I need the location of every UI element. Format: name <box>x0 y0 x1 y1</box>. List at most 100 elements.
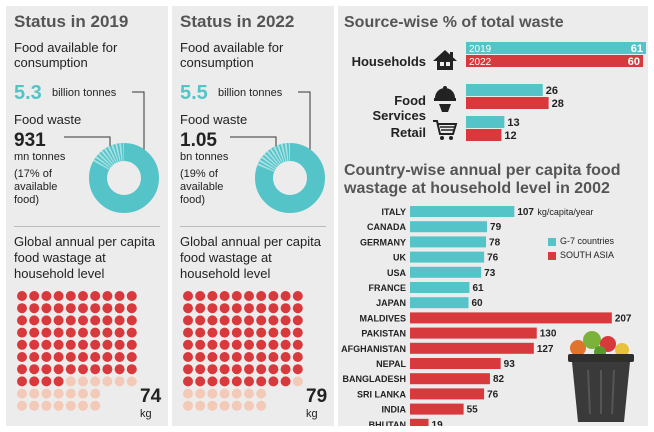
per-capita-dot <box>231 303 242 314</box>
country-bar <box>410 206 515 217</box>
food-waste-value: 1.05 <box>180 130 217 151</box>
per-capita-dot <box>219 327 230 338</box>
per-capita-dot <box>78 291 88 301</box>
per-capita-dot <box>126 339 137 350</box>
country-label: PAKISTAN <box>361 329 406 339</box>
country-bar <box>410 418 429 426</box>
legend-swatch <box>548 251 556 260</box>
per-capita-dot <box>90 315 101 326</box>
per-capita-dot <box>183 303 193 314</box>
per-capita-dot <box>90 327 101 338</box>
per-capita-dot <box>256 388 267 399</box>
country-value: 207 <box>615 313 632 324</box>
country-bar <box>410 312 612 324</box>
per-capita-dot <box>207 315 218 326</box>
per-capita-dot <box>244 376 254 387</box>
country-label: UK <box>393 253 406 263</box>
country-value: 107 <box>517 207 534 218</box>
per-capita-dot <box>195 364 206 375</box>
country-value: 130 <box>540 329 557 340</box>
per-capita-dot <box>268 352 279 362</box>
per-capita-dot <box>102 291 113 301</box>
country-chart-title: Country-wise annual per capita food wast… <box>344 162 621 197</box>
per-capita-dot <box>65 327 76 338</box>
per-capita-dot <box>183 291 193 301</box>
country-label: JAPAN <box>376 298 406 308</box>
per-capita-dot <box>231 327 242 338</box>
country-label: BHUTAN <box>369 420 406 426</box>
per-capita-dot <box>102 303 113 314</box>
per-capita-dot <box>292 303 303 314</box>
food-available-value: 5.3 <box>14 82 42 104</box>
source-bar-2022 <box>466 55 644 67</box>
per-capita-dot <box>195 352 206 362</box>
per-capita-dot <box>41 376 52 387</box>
source-bar-value: 28 <box>552 98 564 110</box>
status-2019-panel: Status in 2019 Food available for consum… <box>6 6 168 426</box>
per-capita-dot <box>280 315 291 326</box>
per-capita-dot <box>65 376 76 387</box>
per-capita-dot <box>41 339 52 350</box>
source-bar-value: 60 <box>628 56 640 68</box>
per-capita-dot <box>29 388 40 399</box>
per-capita-dot <box>90 291 101 301</box>
source-series-label: 2019 <box>469 44 492 55</box>
per-capita-dot <box>292 352 303 362</box>
food-available-value: 5.5 <box>180 82 208 104</box>
per-capita-dot <box>29 291 40 301</box>
per-capita-dot <box>268 315 279 326</box>
per-capita-dot <box>53 400 64 411</box>
per-capita-dot <box>280 303 291 314</box>
per-capita-dot <box>219 303 230 314</box>
per-capita-dot <box>78 364 88 375</box>
per-capita-dot <box>268 339 279 350</box>
per-capita-dot <box>207 364 218 375</box>
status-2022-panel: Status in 2022 Food available for consum… <box>172 6 334 426</box>
source-bar-2019 <box>466 42 646 54</box>
per-capita-dot <box>53 364 64 375</box>
per-capita-dot <box>207 303 218 314</box>
per-capita-dot <box>126 376 137 387</box>
per-capita-dot <box>195 303 206 314</box>
per-capita-dot <box>183 352 193 362</box>
per-capita-dot <box>29 376 40 387</box>
per-capita-dot <box>53 339 64 350</box>
per-capita-dot <box>65 339 76 350</box>
per-capita-dot <box>244 364 254 375</box>
source-bar-2019 <box>466 84 543 96</box>
per-capita-dot <box>17 315 27 326</box>
food-waste-unit: mn tonnes <box>14 151 66 163</box>
per-capita-dot <box>53 291 64 301</box>
per-capita-dot <box>219 364 230 375</box>
per-capita-dot <box>256 376 267 387</box>
food-service-icon <box>434 86 456 112</box>
per-capita-dot <box>256 315 267 326</box>
per-capita-dot <box>41 352 52 362</box>
per-capita-dot <box>126 291 137 301</box>
trash-bin-icon <box>568 331 634 422</box>
country-label: CANADA <box>367 222 406 232</box>
per-capita-dot <box>17 352 27 362</box>
per-capita-dot <box>292 364 303 375</box>
per-capita-dot <box>78 315 88 326</box>
per-capita-dot <box>29 352 40 362</box>
country-value: 78 <box>489 237 501 248</box>
per-capita-dot <box>280 339 291 350</box>
per-capita-dot <box>280 291 291 301</box>
per-capita-dot <box>90 376 101 387</box>
source-bar-value: 13 <box>507 117 519 129</box>
country-value: 73 <box>484 268 496 279</box>
panel-title: Status in 2019 <box>14 12 129 31</box>
per-capita-dot <box>256 327 267 338</box>
country-label: MALDIVES <box>359 313 406 323</box>
per-capita-dot <box>256 352 267 362</box>
per-capita-dot <box>231 291 242 301</box>
food-waste-donut <box>255 143 325 213</box>
per-capita-dot <box>65 400 76 411</box>
country-wise-bar-chart: ITALY 107 kg/capita/year CANADA 79 GERMANY 78 U… <box>341 206 632 426</box>
country-label: INDIA <box>382 405 407 415</box>
per-capita-dot <box>195 339 206 350</box>
per-capita-dot <box>126 327 137 338</box>
legend-swatch <box>548 237 556 246</box>
per-capita-dot <box>114 327 125 338</box>
